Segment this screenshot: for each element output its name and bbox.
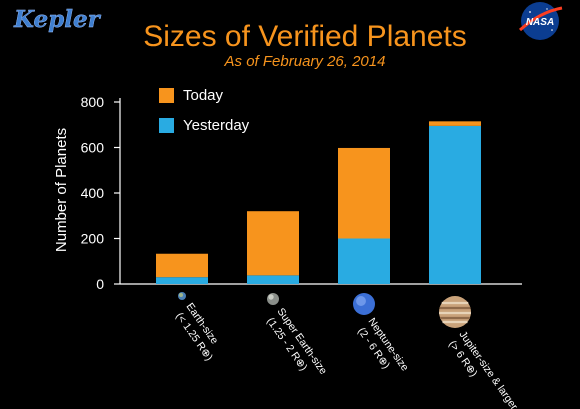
super-earth-icon xyxy=(267,293,279,305)
chart-title: Sizes of Verified Planets xyxy=(143,20,467,53)
y-tick-label: 0 xyxy=(96,276,104,292)
x-category-label: Earth-size(< 1.25 R⊕) xyxy=(173,301,220,363)
neptune-icon xyxy=(353,293,375,315)
earth-icon xyxy=(178,292,186,300)
kepler-logo: Kepler xyxy=(13,6,102,33)
x-category-label: Neptune-size(2 - 6 R⊕) xyxy=(355,316,411,374)
bar-yesterday-3 xyxy=(338,238,390,284)
legend-swatch-today xyxy=(159,88,174,103)
y-tick-label: 600 xyxy=(81,140,105,156)
chart-subtitle: As of February 26, 2014 xyxy=(224,53,386,70)
bar-today-1 xyxy=(156,253,208,278)
bar-today-4 xyxy=(429,121,481,126)
bar-yesterday-1 xyxy=(156,277,208,284)
y-axis-label: Number of Planets xyxy=(53,128,70,252)
bar-today-3 xyxy=(338,147,390,239)
x-category-label: Super Earth-size(1.25 - 2 R⊕) xyxy=(264,306,329,377)
y-tick-label: 400 xyxy=(81,185,105,201)
legend-label-today: Today xyxy=(183,87,224,104)
legend-label-yesterday: Yesterday xyxy=(183,117,250,134)
bar-today-2 xyxy=(247,211,299,276)
y-tick-label: 800 xyxy=(81,94,105,110)
jupiter-icon xyxy=(439,296,471,328)
bar-yesterday-2 xyxy=(247,275,299,284)
bar-yesterday-4 xyxy=(429,125,481,284)
y-tick-label: 200 xyxy=(81,231,105,247)
x-category-label: Jupiter-size & larger(> 6 R⊕) xyxy=(446,329,520,409)
nasa-logo-text: NASA xyxy=(526,17,554,28)
nasa-logo: NASA xyxy=(518,2,563,40)
legend-swatch-yesterday xyxy=(159,118,174,133)
